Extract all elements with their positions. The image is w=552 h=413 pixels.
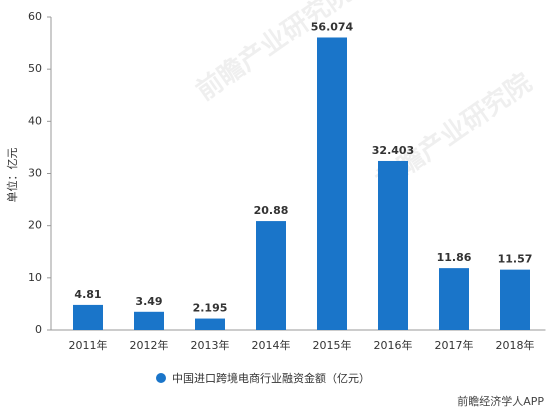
value-label: 32.403: [372, 144, 414, 157]
legend-swatch: [156, 373, 166, 383]
value-label: 2.195: [193, 302, 228, 315]
y-tick-label: 30: [28, 167, 42, 180]
bar: [500, 269, 530, 330]
y-tick-label: 60: [28, 10, 42, 23]
legend-label: 中国进口跨境电商行业融资金额（亿元）: [172, 371, 370, 385]
y-axis-label: 单位：亿元: [5, 148, 19, 203]
bar: [195, 318, 225, 330]
y-tick-label: 20: [28, 219, 42, 232]
bar: [256, 221, 286, 330]
value-label: 20.88: [254, 204, 289, 217]
x-tick-label: 2014年: [252, 338, 291, 352]
y-tick-label: 50: [28, 62, 42, 75]
x-tick-label: 2011年: [69, 338, 108, 352]
x-tick-label: 2017年: [435, 338, 474, 352]
value-label: 11.57: [498, 253, 533, 266]
x-tick-label: 2013年: [191, 338, 230, 352]
x-tick-label: 2016年: [374, 338, 413, 352]
value-label: 4.81: [74, 288, 101, 301]
value-label: 56.074: [311, 20, 354, 33]
y-tick-label: 10: [28, 271, 42, 284]
value-label: 3.49: [135, 295, 162, 308]
x-tick-label: 2018年: [496, 338, 535, 352]
source: 前瞻经济学人APP: [457, 394, 544, 408]
y-tick-label: 0: [35, 323, 42, 336]
bar: [73, 304, 103, 330]
bar: [134, 311, 164, 330]
x-tick-label: 2012年: [130, 338, 169, 352]
x-tick-label: 2015年: [313, 338, 352, 352]
bar: [317, 37, 347, 331]
bar: [439, 268, 469, 330]
bar: [378, 160, 408, 330]
value-label: 11.86: [437, 251, 472, 264]
y-tick-label: 40: [28, 114, 42, 127]
